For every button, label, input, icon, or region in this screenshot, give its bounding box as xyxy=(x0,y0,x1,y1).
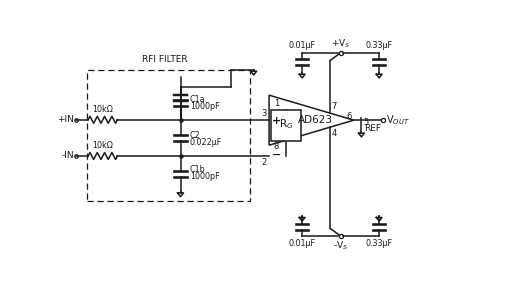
Text: V$_{OUT}$: V$_{OUT}$ xyxy=(385,113,409,127)
Text: REF: REF xyxy=(363,124,380,133)
Text: 0.01µF: 0.01µF xyxy=(288,41,315,50)
Bar xyxy=(87,70,249,201)
Text: 2: 2 xyxy=(261,158,266,166)
Text: -IN: -IN xyxy=(62,152,74,160)
Text: −: − xyxy=(272,150,281,159)
Text: 0.01µF: 0.01µF xyxy=(288,239,315,248)
Text: 7: 7 xyxy=(331,102,336,111)
Text: R$_G$: R$_G$ xyxy=(278,118,293,131)
Text: 10kΩ: 10kΩ xyxy=(92,141,113,150)
Text: 4: 4 xyxy=(331,130,336,138)
Text: 1000pF: 1000pF xyxy=(189,172,219,181)
Text: 6: 6 xyxy=(346,112,351,121)
Text: 0.33µF: 0.33µF xyxy=(365,41,392,50)
Text: C1b: C1b xyxy=(189,165,205,174)
Text: 1: 1 xyxy=(273,99,278,108)
Text: 5: 5 xyxy=(363,118,369,127)
Bar xyxy=(271,110,300,141)
Text: 0.33µF: 0.33µF xyxy=(365,239,392,248)
Text: C1a: C1a xyxy=(189,95,205,104)
Text: +IN: +IN xyxy=(58,115,74,124)
Text: +: + xyxy=(272,116,281,126)
Text: 8: 8 xyxy=(273,142,278,151)
Text: C2: C2 xyxy=(189,131,200,140)
Text: +V$_S$: +V$_S$ xyxy=(330,37,350,50)
Text: 1000pF: 1000pF xyxy=(189,102,219,111)
Text: 3: 3 xyxy=(261,109,266,118)
Text: -V$_S$: -V$_S$ xyxy=(332,239,348,252)
Text: 0.022µF: 0.022µF xyxy=(189,138,221,147)
Text: AD623: AD623 xyxy=(298,115,332,125)
Text: RFI FILTER: RFI FILTER xyxy=(142,55,187,63)
Text: 10kΩ: 10kΩ xyxy=(92,105,113,114)
